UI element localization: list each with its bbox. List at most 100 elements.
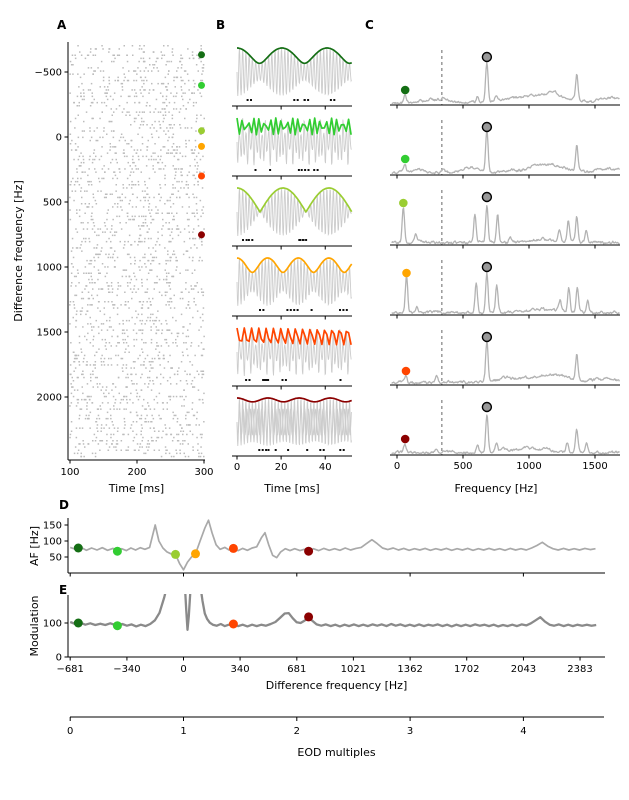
raster-dot <box>173 168 176 170</box>
raster-dot <box>178 367 180 369</box>
raster-dot <box>200 215 202 218</box>
raster-dot <box>73 304 75 306</box>
raster-dot <box>174 86 176 88</box>
raster-dot <box>191 152 193 154</box>
x-tick-label: −681 <box>56 664 83 675</box>
spike-dot <box>298 239 301 241</box>
raster-dot <box>70 342 72 344</box>
raster-dot <box>89 259 91 262</box>
x-tick-label: 1500 <box>582 461 607 472</box>
raster-dot <box>103 177 105 180</box>
raster-dot <box>199 256 201 259</box>
raster-dot <box>95 203 98 205</box>
raster-dot <box>201 209 203 211</box>
raster-dot <box>135 421 138 423</box>
example-df-dot <box>171 549 180 559</box>
raster-dot <box>172 95 175 98</box>
raster-dot <box>119 240 121 243</box>
raster-dot <box>155 256 158 259</box>
raster-dot <box>69 60 72 63</box>
raster-dot <box>108 326 111 328</box>
raster-dot <box>134 101 136 104</box>
raster-dot <box>80 408 83 410</box>
raster-dot <box>127 449 129 451</box>
carrier-waveform <box>236 258 352 307</box>
raster-dot <box>139 45 141 47</box>
raster-dot <box>127 446 130 448</box>
raster-dot <box>106 329 109 331</box>
raster-dot <box>94 231 96 233</box>
raster-dot <box>135 332 138 335</box>
raster-dot <box>163 367 166 369</box>
raster-dot <box>135 168 138 170</box>
raster-dot <box>173 215 175 218</box>
raster-dot <box>159 364 161 366</box>
raster-dot <box>171 193 173 195</box>
raster-dot <box>99 405 101 407</box>
raster-dot <box>146 301 148 303</box>
raster-dot <box>153 408 156 410</box>
raster-dot <box>141 373 143 376</box>
raster-dot <box>145 165 148 167</box>
raster-dot <box>116 294 118 297</box>
raster-dot <box>170 297 172 300</box>
raster-dot <box>151 136 154 139</box>
raster-dot <box>186 433 188 436</box>
raster-dot <box>197 70 199 72</box>
raster-dot <box>135 95 138 98</box>
raster-dot <box>180 168 182 170</box>
raster-dot <box>109 316 111 319</box>
raster-dot <box>168 427 171 429</box>
raster-dot <box>85 272 87 274</box>
raster-dot <box>122 364 125 366</box>
raster-dot <box>121 86 124 88</box>
raster-dot <box>144 60 146 63</box>
raster-dot <box>184 127 187 129</box>
raster-dot <box>157 436 160 439</box>
raster-dot <box>197 165 199 167</box>
raster-dot <box>138 101 141 104</box>
raster-dot <box>162 146 164 148</box>
raster-dot <box>136 395 138 398</box>
raster-dot <box>144 89 146 91</box>
raster-dot <box>193 244 196 246</box>
raster-dot <box>193 228 195 230</box>
raster-dot <box>163 54 166 56</box>
raster-dot <box>102 136 104 139</box>
raster-dot <box>203 335 205 338</box>
raster-dot <box>142 436 144 439</box>
raster-dot <box>133 218 135 221</box>
raster-dot <box>127 285 129 287</box>
raster-dot <box>130 244 132 246</box>
raster-dot <box>76 231 79 233</box>
raster-dot <box>179 196 181 199</box>
raster-dot <box>108 79 110 82</box>
raster-dot <box>152 380 154 382</box>
raster-dot <box>72 380 75 382</box>
raster-dot <box>91 117 93 120</box>
raster-dot <box>128 307 130 309</box>
raster-dot <box>80 161 83 164</box>
raster-dot <box>151 414 153 417</box>
raster-dot <box>123 149 125 151</box>
raster-dot <box>153 196 155 199</box>
raster-dot <box>186 383 189 385</box>
raster-dot <box>148 228 150 230</box>
raster-dot <box>153 51 155 53</box>
raster-dot <box>181 174 183 177</box>
raster-dot <box>87 89 90 91</box>
raster-dot <box>140 417 143 420</box>
am-envelope <box>236 327 352 346</box>
spike-dot <box>310 309 313 311</box>
x-tick-label: 0 <box>394 461 400 472</box>
raster-dot <box>105 348 107 350</box>
raster-dot <box>100 389 102 391</box>
raster-dot <box>141 313 143 316</box>
raster-dot <box>98 272 100 274</box>
raster-dot <box>126 329 128 331</box>
raster-dot <box>190 345 192 347</box>
y-tick-label: 50 <box>49 553 62 564</box>
raster-dot <box>84 171 86 173</box>
raster-dot <box>161 436 163 439</box>
raster-dot <box>111 120 113 123</box>
